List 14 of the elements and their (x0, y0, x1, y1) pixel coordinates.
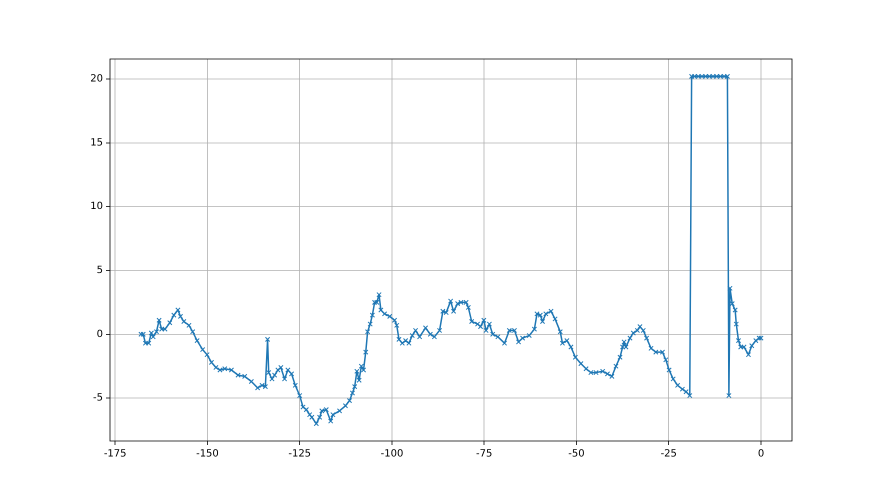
x-tick-label: 0 (758, 448, 764, 460)
x-tick-label: -25 (660, 448, 677, 460)
y-tick-label: 10 (90, 201, 103, 212)
y-tick-label: 0 (96, 328, 103, 340)
x-tick-label: -100 (380, 448, 404, 460)
y-tick-label: 20 (90, 74, 103, 85)
y-tick-label: 15 (90, 137, 103, 148)
x-tick-label: -150 (196, 448, 219, 460)
x-tick-label: -175 (104, 448, 127, 460)
y-tick-label: -5 (93, 392, 103, 404)
y-tick-label: 5 (96, 265, 103, 276)
x-tick-label: -50 (568, 448, 585, 460)
x-tick-label: -75 (476, 448, 492, 460)
x-tick-label: -125 (288, 448, 312, 460)
